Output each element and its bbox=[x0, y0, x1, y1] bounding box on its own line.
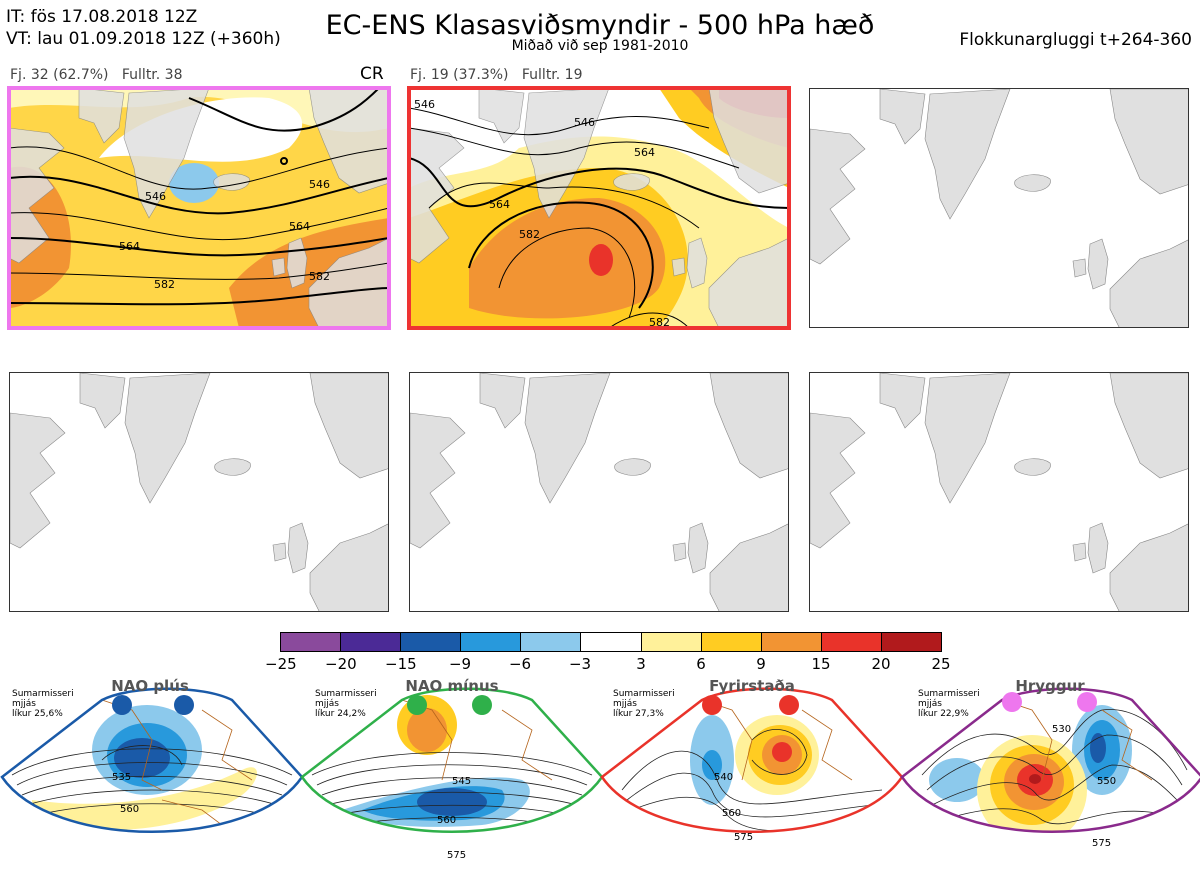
panel-1-label: Fj. 32 (62.7%) Fulltr. 38 bbox=[10, 67, 183, 83]
colorbar-tick: 20 bbox=[871, 655, 891, 673]
colorbar-segment bbox=[521, 633, 582, 651]
regime-contour-label: 530 bbox=[1052, 724, 1071, 735]
regime-title: NAO mínus bbox=[405, 677, 499, 695]
regime-title: NAO plús bbox=[111, 677, 189, 695]
panel-1-members: Fulltr. 38 bbox=[121, 67, 183, 83]
colorbar-tick: 3 bbox=[636, 655, 646, 673]
regime-contour-label: 575 bbox=[447, 850, 466, 861]
contour-label: 582 bbox=[519, 228, 540, 241]
panel-2-label: Fj. 19 (37.3%) Fulltr. 19 bbox=[410, 67, 583, 83]
contour-label: 564 bbox=[634, 146, 655, 159]
regime-note: Sumarmisseri mjjás líkur 24,2% bbox=[315, 689, 377, 719]
colorbar-segment bbox=[461, 633, 522, 651]
contour-label: 582 bbox=[309, 270, 330, 283]
cluster-map-1: 546 546 564 564 582 582 bbox=[9, 88, 389, 328]
page-subtitle: Miðað við sep 1981-2010 bbox=[511, 38, 689, 54]
colorbar-tick: 25 bbox=[931, 655, 951, 673]
initial-time: IT: fös 17.08.2018 12Z bbox=[6, 7, 198, 27]
panel-2-cluster: Fj. 19 (37.3%) bbox=[410, 67, 509, 83]
colorbar-tick: −20 bbox=[325, 655, 357, 673]
contour-label: 582 bbox=[649, 316, 670, 328]
regime-title: Hryggur bbox=[1015, 677, 1085, 695]
regime-note-months: mjjás bbox=[12, 699, 36, 709]
colorbar-tick: −15 bbox=[385, 655, 417, 673]
empty-map-3 bbox=[809, 88, 1189, 328]
colorbar-segment bbox=[341, 633, 402, 651]
regime-contour-label: 545 bbox=[452, 776, 471, 787]
contour-label: 564 bbox=[119, 240, 140, 253]
contour-label: 546 bbox=[145, 190, 166, 203]
colorbar bbox=[280, 632, 942, 652]
colorbar-segment bbox=[701, 633, 762, 651]
regime-contour-label: 550 bbox=[1097, 776, 1116, 787]
colorbar-segment bbox=[881, 633, 942, 651]
regime-note-months: mjjás bbox=[315, 699, 339, 709]
regime-note-season: Sumarmisseri bbox=[918, 689, 980, 699]
regime-contour-label: 535 bbox=[112, 772, 131, 783]
contour-label: 564 bbox=[489, 198, 510, 211]
empty-map-4 bbox=[9, 372, 389, 612]
regime-contour-label: 575 bbox=[734, 832, 753, 843]
colorbar-segment bbox=[401, 633, 462, 651]
regime-contour-label: 575 bbox=[1092, 838, 1111, 849]
colorbar-segment bbox=[821, 633, 882, 651]
panel-1-cluster: Fj. 32 (62.7%) bbox=[10, 67, 109, 83]
regime-contour-label: 560 bbox=[437, 815, 456, 826]
regime-note-season: Sumarmisseri bbox=[613, 689, 675, 699]
header-info: IT: fös 17.08.2018 12Z VT: lau 01.09.201… bbox=[6, 6, 281, 50]
valid-time: VT: lau 01.09.2018 12Z (+360h) bbox=[6, 29, 281, 49]
contour-label: 546 bbox=[414, 98, 435, 111]
regime-note-months: mjjás bbox=[613, 699, 637, 709]
empty-map-5 bbox=[409, 372, 789, 612]
colorbar-segment bbox=[641, 633, 702, 651]
regime-note-probability: líkur 27,3% bbox=[613, 709, 664, 719]
regime-note: Sumarmisseri mjjás líkur 27,3% bbox=[613, 689, 675, 719]
page-title: EC-ENS Klasasviðsmyndir - 500 hPa hæð bbox=[325, 10, 875, 41]
cluster-map-2: 546 546 564 564 582 582 bbox=[409, 88, 789, 328]
panel-2-members: Fulltr. 19 bbox=[521, 67, 583, 83]
panel-1-tag: CR bbox=[360, 64, 384, 84]
colorbar-segment bbox=[281, 633, 342, 651]
regime-note: Sumarmisseri mjjás líkur 25,6% bbox=[12, 689, 74, 719]
empty-map-6 bbox=[809, 372, 1189, 612]
regime-note-season: Sumarmisseri bbox=[12, 689, 74, 699]
regime-contour-label: 560 bbox=[120, 804, 139, 815]
colorbar-tick: −6 bbox=[508, 655, 532, 673]
colorbar-tick: −25 bbox=[265, 655, 297, 673]
colorbar-tick: −9 bbox=[448, 655, 472, 673]
classification-window: Flokkunargluggi t+264-360 bbox=[959, 30, 1192, 50]
regime-note: Sumarmisseri mjjás líkur 22,9% bbox=[918, 689, 980, 719]
regime-note-months: mjjás bbox=[918, 699, 942, 709]
colorbar-tick: 6 bbox=[696, 655, 706, 673]
regime-contour-label: 560 bbox=[722, 808, 741, 819]
colorbar-segment bbox=[761, 633, 822, 651]
regime-contour-label: 540 bbox=[714, 772, 733, 783]
regime-note-probability: líkur 25,6% bbox=[12, 709, 63, 719]
colorbar-tick: 15 bbox=[811, 655, 831, 673]
contour-label: 564 bbox=[289, 220, 310, 233]
colorbar-segment bbox=[581, 633, 642, 651]
colorbar-tick: 9 bbox=[756, 655, 766, 673]
regime-note-probability: líkur 22,9% bbox=[918, 709, 969, 719]
regime-title: Fyrirstaða bbox=[709, 677, 795, 695]
contour-label: 546 bbox=[574, 116, 595, 129]
regime-note-season: Sumarmisseri bbox=[315, 689, 377, 699]
contour-label: 546 bbox=[309, 178, 330, 191]
colorbar-tick: −3 bbox=[568, 655, 592, 673]
regime-note-probability: líkur 24,2% bbox=[315, 709, 366, 719]
regime-maps: 535 560 545 560 575 bbox=[0, 687, 1200, 861]
contour-label: 582 bbox=[154, 278, 175, 291]
